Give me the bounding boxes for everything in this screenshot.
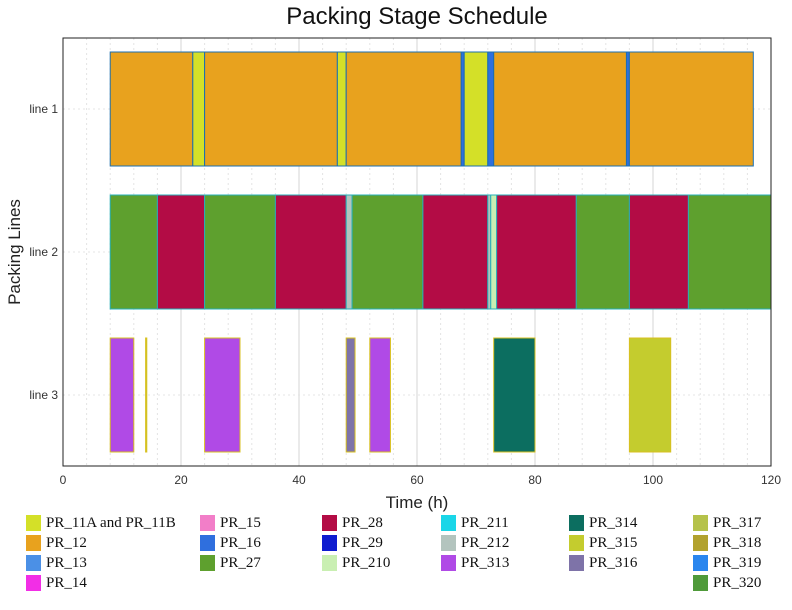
task-bar	[274, 194, 347, 310]
legend-label: PR_318	[713, 535, 762, 551]
task-bar	[109, 194, 158, 310]
x-tick-label: 0	[60, 473, 67, 487]
legend-swatch	[569, 555, 584, 571]
x-tick-label: 80	[528, 473, 542, 487]
legend-label: PR_29	[342, 535, 383, 551]
task-bar	[204, 337, 241, 453]
legend-label: PR_316	[589, 555, 638, 571]
task-bar	[687, 194, 772, 310]
task-bar	[204, 51, 338, 167]
task-bar	[345, 194, 353, 310]
task-bar	[345, 51, 462, 167]
legend-swatch	[200, 555, 215, 571]
x-tick-label: 40	[292, 473, 306, 487]
task-bar	[490, 194, 498, 310]
task-bar	[575, 194, 630, 310]
legend-swatch	[693, 515, 708, 531]
task-bar	[156, 194, 206, 310]
legend-swatch	[322, 535, 337, 551]
legend-swatch	[26, 555, 41, 571]
legend-swatch	[200, 515, 215, 531]
task-bar	[369, 337, 391, 453]
legend-label: PR_319	[713, 555, 762, 571]
y-tick-label: line 2	[29, 245, 58, 259]
legend-swatch	[693, 575, 708, 591]
legend-swatch	[693, 555, 708, 571]
task-bar	[496, 194, 577, 310]
x-tick-label: 60	[410, 473, 424, 487]
legend-swatch	[200, 535, 215, 551]
task-bar	[345, 337, 356, 453]
legend-swatch	[441, 555, 456, 571]
task-bar	[628, 337, 672, 453]
legend-label: PR_317	[713, 515, 762, 531]
legend-label: PR_14	[46, 575, 87, 591]
legend-swatch	[26, 575, 41, 591]
legend-label: PR_314	[589, 515, 638, 531]
task-bar	[422, 194, 489, 310]
y-tick-label: line 3	[29, 388, 58, 402]
y-tick-labels: line 1 line 2 line 3	[29, 102, 58, 402]
task-bar	[628, 51, 754, 167]
legend-swatch	[322, 555, 337, 571]
legend-swatch	[441, 515, 456, 531]
legend-label: PR_16	[220, 535, 261, 551]
legend-label: PR_320	[713, 575, 762, 591]
task-bar	[109, 337, 135, 453]
legend-label: PR_28	[342, 515, 383, 531]
legend-label: PR_27	[220, 555, 261, 571]
legend-swatch	[26, 515, 41, 531]
y-axis-label: Packing Lines	[5, 199, 24, 305]
legend-swatch	[693, 535, 708, 551]
x-tick-labels: 0 20 40 60 80 100 120	[60, 473, 782, 487]
x-axis-label: Time (h)	[386, 493, 449, 512]
y-tick-label: line 1	[29, 102, 58, 116]
task-bar	[109, 51, 194, 167]
plot-frame	[62, 37, 772, 467]
task-bar	[463, 51, 489, 167]
task-bar	[336, 51, 347, 167]
legend-swatch	[441, 535, 456, 551]
legend-label: PR_13	[46, 555, 87, 571]
legend-label: PR_313	[461, 555, 510, 571]
task-bar	[493, 337, 536, 453]
task-bar	[493, 51, 627, 167]
legend-swatch	[26, 535, 41, 551]
legend-label: PR_15	[220, 515, 261, 531]
legend-swatch	[322, 515, 337, 531]
legend-label: PR_11A and PR_11B	[46, 515, 176, 531]
x-tick-label: 120	[761, 473, 781, 487]
task-bar	[204, 194, 276, 310]
legend: PR_11A and PR_11B PR_12 PR_13 PR_14 PR_15 PR_…	[0, 512, 792, 610]
x-tick-label: 100	[643, 473, 663, 487]
legend-label: PR_12	[46, 535, 87, 551]
task-bar	[192, 51, 206, 167]
legend-label: PR_315	[589, 535, 638, 551]
task-bar	[351, 194, 424, 310]
task-bar	[628, 194, 689, 310]
legend-swatch	[569, 515, 584, 531]
legend-label: PR_210	[342, 555, 391, 571]
x-tick-label: 20	[174, 473, 188, 487]
task-bar	[487, 51, 495, 167]
legend-label: PR_212	[461, 535, 510, 551]
legend-swatch	[569, 535, 584, 551]
chart-title: Packing Stage Schedule	[286, 3, 548, 30]
task-bars	[109, 51, 772, 453]
legend-label: PR_211	[461, 515, 509, 531]
task-bar	[145, 337, 148, 453]
